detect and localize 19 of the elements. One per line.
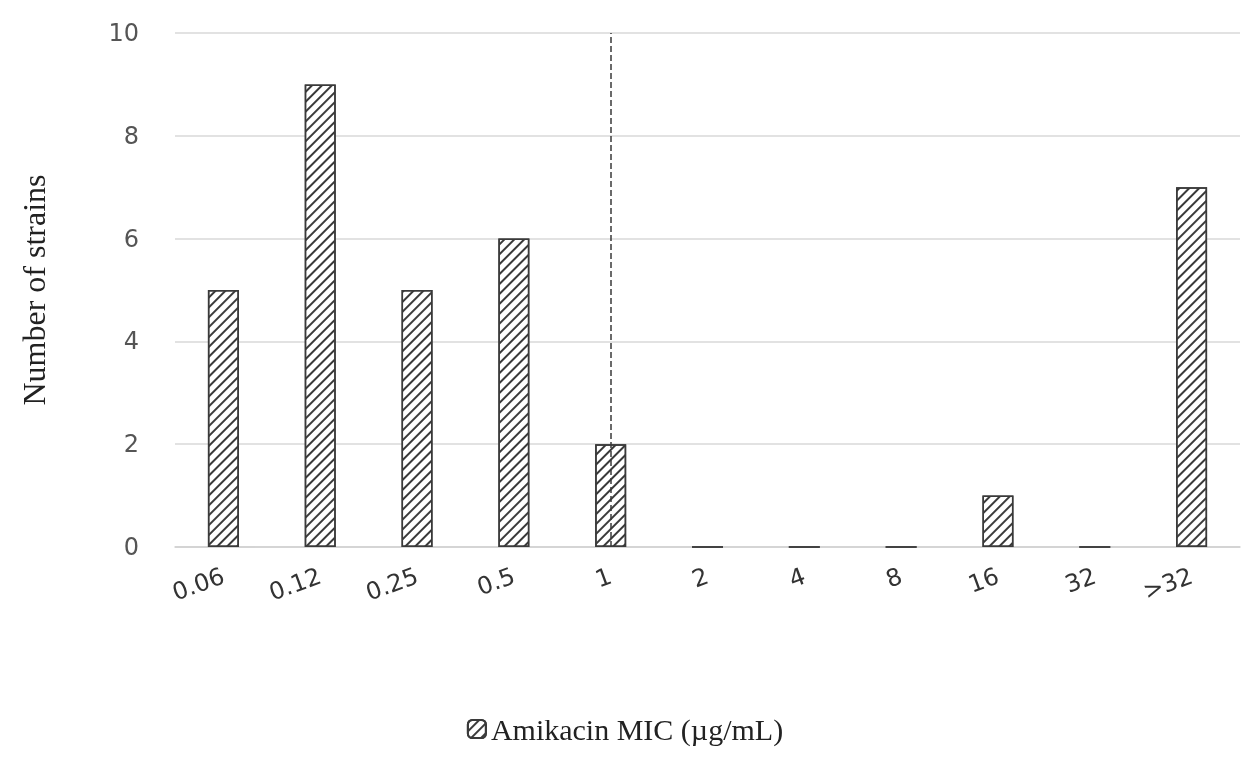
y-tick-label: 6	[123, 224, 139, 253]
x-tick-label: 4	[785, 561, 810, 594]
y-tick-label: 2	[123, 430, 139, 459]
x-tick-label: 0.12	[265, 561, 326, 607]
x-tick-label: 0.06	[168, 561, 229, 607]
x-tick-label: 0.5	[473, 561, 519, 602]
y-tick-label: 10	[108, 19, 139, 47]
x-tick-label: 2	[688, 561, 713, 594]
y-axis-title: Number of strains	[16, 174, 52, 406]
x-tick-label: 0.25	[362, 561, 422, 607]
y-tick-label: 4	[123, 327, 139, 356]
y-tick-label: 0	[123, 533, 139, 561]
x-tick-label: >32	[1139, 561, 1197, 606]
x-tick-label: 32	[1061, 561, 1100, 599]
x-tick-label: 1	[591, 561, 616, 594]
x-tick-label: 16	[964, 561, 1003, 599]
y-tick-label: 8	[123, 121, 139, 150]
legend-label: Amikacin MIC (µg/mL)	[490, 712, 784, 747]
x-tick-label: 8	[881, 561, 906, 594]
